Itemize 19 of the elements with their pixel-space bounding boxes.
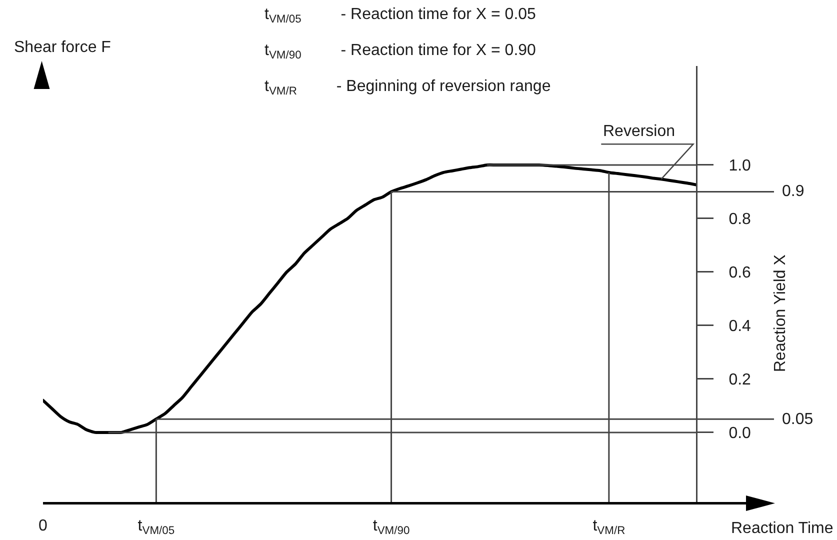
y-tick-label: 0.8 [728,211,752,228]
x-tick-label: t$_{VM/90}$ [372,518,410,538]
ref-line-label: 0.9 [782,183,804,200]
y-tick-label: 0.0 [728,425,752,442]
y-tick-label: 0.2 [728,372,752,389]
y-tick-label: 0.6 [728,264,752,282]
y-tick-label: 1.0 [728,158,752,175]
annotation: Reversion [603,123,676,140]
x-axis-title: Reaction Time [731,520,834,537]
text: t$_{VM/05}$ - Reaction time for X = 0.05 [264,6,536,26]
ref-line-label: 0.05 [782,411,814,428]
y-tick-label: 0.4 [728,318,752,336]
y-axis-title: Reaction Yield X [772,254,789,372]
x-tick-label: t$_{VM/05}$ [138,518,175,538]
text: t$_{VM/90}$ - Reaction time for X = 0.90 [264,42,536,62]
x-tick-label: 0 [38,518,48,535]
y2-axis-title: Shear force F [14,39,112,56]
text: t$_{VM/R}$ - Beginning of reversion range [264,78,551,98]
x-tick-label: t$_{VM/R}$ [592,518,626,538]
